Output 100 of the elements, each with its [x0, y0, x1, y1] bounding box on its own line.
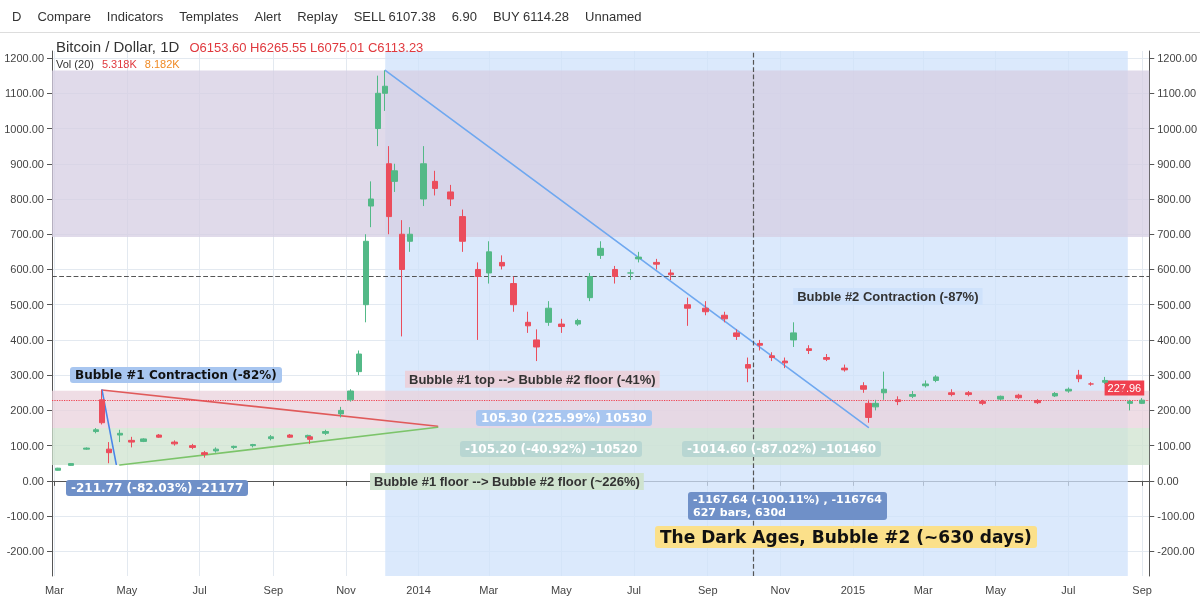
candlestick	[684, 297, 691, 327]
candlestick	[140, 437, 147, 443]
y-tick-label: 400.00	[10, 333, 44, 346]
candlestick	[587, 272, 593, 302]
candlestick	[721, 311, 728, 323]
candlestick	[499, 254, 505, 270]
candlestick	[117, 429, 123, 443]
text: Templates	[179, 8, 239, 24]
x-tick-label: May	[116, 583, 138, 596]
candlestick	[399, 219, 405, 337]
candlestick	[1052, 391, 1058, 398]
candlestick	[1139, 397, 1145, 405]
y2-tick-label: -100.00	[1157, 510, 1195, 523]
candlestick	[1034, 398, 1041, 405]
candlestick	[948, 388, 955, 397]
y-tick-label: 0.00	[22, 474, 44, 487]
candlestick	[860, 381, 867, 394]
x-tick-label: Mar	[44, 583, 65, 596]
text: 6.90	[451, 8, 477, 24]
candlestick	[106, 441, 112, 464]
x-tick-label: Sep	[1132, 583, 1152, 596]
text: Alert	[254, 8, 282, 24]
candlestick	[997, 395, 1004, 401]
x-tick-label: Jul	[192, 583, 207, 596]
x-tick-label: Sep	[697, 583, 718, 596]
y-tick-label: 300.00	[10, 369, 44, 382]
candlestick	[841, 364, 848, 373]
y-tick-label: 500.00	[10, 298, 44, 311]
chart-title: Bitcoin / Dollar, 1D	[56, 38, 180, 55]
x-tick-label: May	[550, 583, 573, 596]
band-label: Bubble #2 Contraction (-87%)	[797, 289, 979, 304]
text: SELL 6107.38	[353, 8, 436, 24]
y2-tick-label: 100.00	[1157, 439, 1191, 452]
y-tick-label: -200.00	[6, 545, 44, 558]
candlestick	[475, 261, 481, 341]
candlestick	[733, 328, 740, 341]
candlestick	[1127, 399, 1133, 411]
candlestick	[1102, 376, 1108, 385]
y2-tick-label: 600.00	[1157, 263, 1191, 276]
annotation: The Dark Ages, Bubble #2 (~630 days)	[655, 526, 1037, 548]
annotation: -105.20 (-40.92%) -10520	[460, 441, 643, 457]
candlestick	[213, 446, 219, 454]
annotation: 8.182K	[144, 58, 180, 70]
text: BUY 6114.28	[492, 8, 570, 24]
x-tick-label: Mar	[479, 583, 499, 596]
y2-tick-label: 300.00	[1157, 369, 1191, 382]
candlestick	[612, 265, 618, 285]
candlestick	[757, 339, 763, 351]
text: Replay	[297, 8, 338, 24]
annotation: 5.318K	[101, 58, 137, 70]
y-tick-label: 700.00	[10, 228, 44, 241]
candlestick	[965, 390, 972, 397]
text: Compare	[37, 8, 91, 24]
candlestick	[338, 406, 344, 418]
y2-tick-label: 1100.00	[1157, 87, 1197, 100]
candlestick	[745, 357, 751, 383]
chart-subtitle: O6153.60 H6265.55 L6075.01 C6113.23	[189, 40, 424, 55]
band-label: Bubble #1 top --> Bubble #2 floor (-41%)	[409, 371, 656, 387]
x-tick-label: 2014	[406, 583, 431, 596]
candlestick	[83, 446, 90, 451]
y-tick-label: -100.00	[6, 510, 44, 523]
candlestick	[702, 300, 709, 316]
candlestick	[386, 145, 392, 235]
candlestick	[99, 389, 105, 425]
candlestick	[627, 268, 634, 281]
y-tick-label: 800.00	[10, 192, 44, 205]
x-tick-label: Mar	[913, 583, 933, 596]
y2-tick-label: 1200.00	[1157, 52, 1197, 65]
candlestick	[782, 357, 788, 369]
candlestick	[806, 344, 812, 355]
candlestick	[533, 328, 540, 362]
candlestick	[189, 443, 196, 450]
annotation: -211.77 (-82.03%) -21177	[66, 480, 249, 496]
y-tick-label: 1000.00	[4, 122, 44, 135]
candlestick	[68, 462, 74, 467]
candlestick	[933, 374, 939, 383]
candlestick	[391, 163, 398, 193]
y-tick-label: 200.00	[10, 404, 44, 417]
candlestick	[486, 240, 492, 285]
x-tick-label: May	[985, 583, 1007, 596]
candlestick	[347, 388, 354, 403]
y-tick-label: 600.00	[10, 263, 44, 276]
x-tick-label: Sep	[263, 583, 284, 596]
candlestick	[823, 353, 830, 362]
annotation: Vol (20)	[56, 58, 94, 70]
candlestick	[128, 436, 135, 448]
candlestick	[420, 145, 427, 207]
candlestick	[909, 390, 916, 399]
text: D	[12, 8, 22, 24]
candlestick	[545, 300, 552, 327]
x-tick-label: Nov	[336, 583, 357, 596]
candlestick	[1015, 393, 1022, 400]
candlestick	[55, 467, 61, 472]
candlestick	[231, 445, 237, 450]
y2-tick-label: 900.00	[1157, 157, 1191, 170]
candlestick	[268, 434, 274, 441]
candlestick	[668, 268, 674, 281]
candlestick	[322, 429, 329, 436]
candlestick	[922, 379, 929, 388]
candlestick	[447, 184, 454, 207]
